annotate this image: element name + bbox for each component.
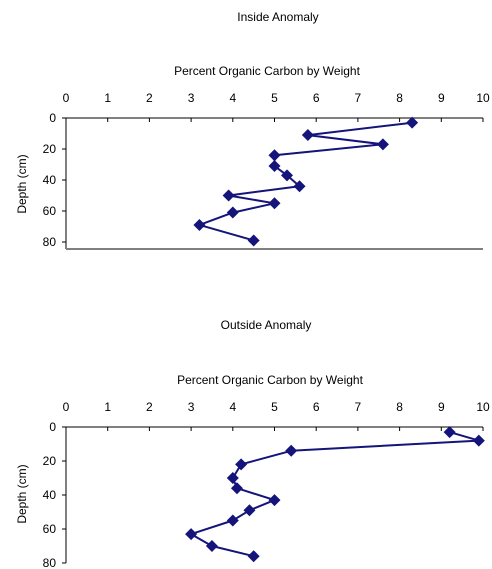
- data-point-marker: [205, 540, 218, 552]
- x-tick-label: 10: [476, 91, 490, 105]
- chart-outside-anomaly: Outside Anomaly Percent Organic Carbon b…: [15, 318, 490, 569]
- x-tick-label: 7: [355, 400, 362, 414]
- y-tick-label: 20: [43, 454, 57, 468]
- y-tick-label: 0: [49, 111, 56, 125]
- data-point-marker: [281, 169, 294, 182]
- data-point-marker: [193, 218, 206, 231]
- chart-title: Outside Anomaly: [221, 318, 312, 332]
- x-tick-label: 4: [229, 91, 236, 105]
- chart-inside-anomaly: Inside Anomaly Percent Organic Carbon by…: [15, 10, 490, 250]
- data-point-marker: [472, 434, 485, 447]
- y-tick-label: 40: [43, 488, 57, 502]
- x-axis-label: Percent Organic Carbon by Weight: [174, 64, 361, 78]
- data-point-marker: [285, 444, 298, 457]
- chart-title: Inside Anomaly: [237, 10, 318, 24]
- x-tick-label: 5: [271, 400, 278, 414]
- x-tick-label: 4: [229, 400, 236, 414]
- data-point-marker: [230, 482, 243, 495]
- x-tick-label: 5: [271, 91, 278, 105]
- y-axis-label: Depth (cm): [15, 154, 29, 213]
- data-point-marker: [185, 528, 198, 541]
- x-tick-label: 6: [313, 400, 320, 414]
- y-tick-label: 80: [43, 235, 57, 249]
- data-point-marker: [247, 234, 260, 247]
- y-axis-label: Depth (cm): [15, 464, 29, 523]
- data-point-marker: [268, 149, 281, 162]
- series-line: [198, 121, 413, 242]
- series-line: [190, 431, 480, 558]
- x-tick-label: 8: [396, 400, 403, 414]
- x-tick-label: 1: [104, 91, 111, 105]
- y-tick-label: 60: [43, 204, 57, 218]
- data-point-marker: [268, 197, 281, 210]
- data-point-marker: [226, 472, 239, 484]
- data-point-marker: [443, 426, 456, 439]
- data-point-marker: [268, 494, 281, 507]
- x-tick-label: 1: [104, 400, 111, 414]
- x-tick-label: 6: [313, 91, 320, 105]
- y-tick-label: 0: [49, 420, 56, 434]
- data-point-marker: [376, 138, 389, 151]
- data-point-marker: [226, 206, 239, 219]
- y-tick-label: 60: [43, 522, 57, 536]
- y-tick-label: 40: [43, 173, 57, 187]
- x-tick-label: 2: [146, 400, 153, 414]
- data-point-marker: [268, 160, 281, 173]
- data-point-marker: [247, 550, 260, 563]
- x-tick-label: 2: [146, 91, 153, 105]
- y-tick-label: 80: [43, 556, 57, 569]
- x-tick-label: 10: [476, 400, 490, 414]
- x-tick-label: 7: [355, 91, 362, 105]
- data-point-marker: [293, 180, 306, 193]
- x-tick-label: 3: [188, 400, 195, 414]
- data-point-marker: [243, 504, 256, 517]
- data-point-marker: [235, 458, 248, 471]
- data-point-marker: [222, 189, 235, 202]
- data-point-marker: [226, 514, 239, 527]
- x-tick-label: 9: [438, 91, 445, 105]
- x-tick-label: 3: [188, 91, 195, 105]
- data-point-marker: [301, 129, 314, 142]
- x-tick-label: 0: [63, 400, 70, 414]
- x-tick-label: 8: [396, 91, 403, 105]
- x-tick-label: 9: [438, 400, 445, 414]
- data-point-marker: [406, 116, 419, 129]
- y-tick-label: 20: [43, 142, 57, 156]
- x-axis-label: Percent Organic Carbon by Weight: [177, 373, 364, 387]
- x-tick-label: 0: [63, 91, 70, 105]
